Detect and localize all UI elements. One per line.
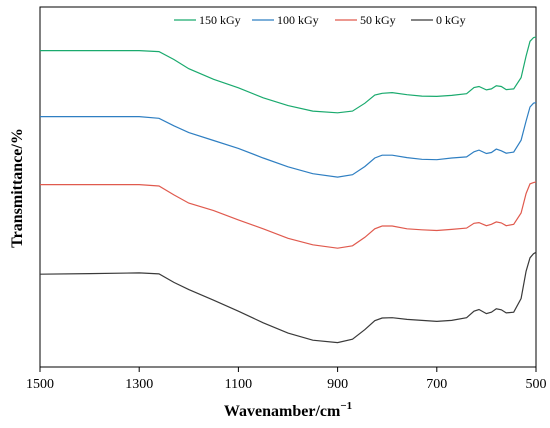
x-tick-label: 1500 [26,377,54,392]
x-tick-label: 500 [526,377,547,392]
x-axis-title-superscript: −1 [340,400,352,412]
y-axis-title: Transmittance/% [9,128,26,248]
legend: 150 kGy 100 kGy 50 kGy 0 kGy [174,13,466,27]
x-axis-title: Wavenamber/cm−1 [224,400,352,420]
legend-label-150-kgy: 150 kGy [199,13,241,27]
legend-label-0-kgy: 0 kGy [436,13,466,27]
legend-label-50-kgy: 50 kGy [360,13,396,27]
series-line-0-kgy [39,251,537,344]
legend-label-100-kgy: 100 kGy [277,13,319,27]
series-lines [39,36,537,344]
x-tick-label: 1300 [125,377,153,392]
series-line-100-kgy [40,102,537,178]
series-line-150-kgy [40,36,537,114]
x-tick-label: 900 [327,377,348,392]
x-tick-label: 1100 [225,377,252,392]
x-tick-label: 700 [426,377,447,392]
series-line-50-kgy [40,181,537,249]
x-axis-ticks: 1500 1300 1100 900 700 500 [26,367,547,392]
plot-area-frame [39,6,537,368]
x-axis-title-text: Wavenamber/cm [224,403,341,420]
